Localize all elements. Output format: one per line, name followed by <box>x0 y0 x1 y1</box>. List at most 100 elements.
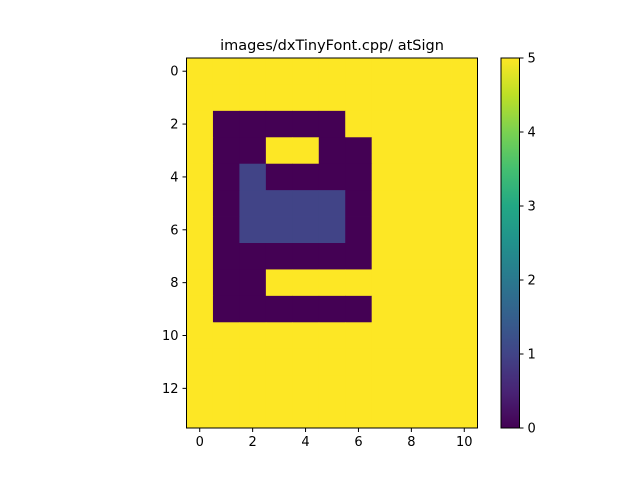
heatmap-cell <box>451 269 478 297</box>
heatmap-cell <box>212 322 240 350</box>
heatmap-cell <box>239 190 267 217</box>
heatmap-cell <box>265 375 293 402</box>
heatmap-cell <box>371 216 399 244</box>
heatmap-cell <box>186 110 214 138</box>
y-tick-label: 8 <box>170 276 178 291</box>
heatmap-cell <box>398 216 425 244</box>
heatmap-cell <box>424 375 452 402</box>
heatmap-cell <box>451 110 478 138</box>
heatmap-cell <box>398 375 425 402</box>
heatmap-cell <box>292 269 320 297</box>
heatmap-cell <box>292 375 320 402</box>
x-tick-label: 6 <box>354 435 362 450</box>
heatmap-cell <box>318 243 346 270</box>
heatmap-cell <box>345 348 373 376</box>
heatmap-cell <box>371 322 399 350</box>
heatmap-cell <box>345 322 373 350</box>
heatmap-cell <box>371 58 399 85</box>
heatmap-cell <box>451 58 478 85</box>
heatmap-cell <box>398 163 425 191</box>
heatmap-cell <box>318 84 346 112</box>
heatmap-cell <box>212 375 240 402</box>
x-axis: 0 2 4 6 8 10 <box>196 428 473 450</box>
heatmap-cell <box>292 137 320 165</box>
heatmap-cell <box>186 401 214 429</box>
heatmap-cell <box>239 163 267 191</box>
heatmap-cell <box>371 84 399 112</box>
y-axis: 0 2 4 6 8 10 12 <box>162 65 187 397</box>
heatmap-cell <box>186 375 214 402</box>
heatmap-cells <box>186 58 478 429</box>
heatmap-cell <box>345 110 373 138</box>
heatmap-cell <box>451 190 478 217</box>
heatmap-cell <box>345 137 373 165</box>
heatmap-cell <box>318 163 346 191</box>
heatmap-cell <box>398 243 425 270</box>
heatmap-cell <box>212 163 240 191</box>
heatmap-cell <box>424 295 452 323</box>
heatmap-cell <box>451 375 478 402</box>
colorbar-tick-label: 1 <box>528 348 536 363</box>
heatmap-cell <box>345 84 373 112</box>
heatmap-cell <box>424 216 452 244</box>
heatmap-cell <box>239 84 267 112</box>
heatmap-cell <box>186 58 214 85</box>
heatmap-cell <box>239 295 267 323</box>
x-tick-label: 4 <box>301 435 309 450</box>
heatmap-cell <box>265 84 293 112</box>
heatmap-cell <box>292 401 320 429</box>
heatmap-cell <box>292 216 320 244</box>
heatmap-cell <box>212 137 240 165</box>
heatmap-cell <box>371 163 399 191</box>
heatmap-cell <box>371 295 399 323</box>
heatmap-cell <box>451 216 478 244</box>
heatmap-cell <box>318 137 346 165</box>
colorbar-tick-label: 3 <box>528 200 536 215</box>
heatmap-cell <box>345 216 373 244</box>
heatmap-cell <box>186 348 214 376</box>
heatmap-cell <box>318 295 346 323</box>
heatmap-cell <box>265 190 293 217</box>
heatmap-cell <box>239 110 267 138</box>
heatmap-cell <box>292 84 320 112</box>
heatmap-cell <box>371 137 399 165</box>
heatmap-cell <box>265 322 293 350</box>
heatmap-cell <box>318 110 346 138</box>
heatmap-cell <box>292 58 320 85</box>
heatmap-cell <box>451 322 478 350</box>
heatmap-cell <box>265 58 293 85</box>
heatmap-cell <box>212 348 240 376</box>
heatmap-cell <box>371 348 399 376</box>
y-tick-label: 10 <box>162 329 179 344</box>
heatmap-cell <box>345 375 373 402</box>
heatmap-cell <box>212 295 240 323</box>
heatmap-cell <box>345 163 373 191</box>
heatmap-cell <box>345 295 373 323</box>
heatmap-cell <box>265 401 293 429</box>
heatmap-cell <box>345 269 373 297</box>
heatmap-cell <box>345 58 373 85</box>
heatmap-cell <box>186 243 214 270</box>
heatmap-cell <box>451 348 478 376</box>
heatmap-cell <box>239 58 267 85</box>
heatmap-cell <box>345 190 373 217</box>
y-tick-label: 0 <box>170 65 178 80</box>
colorbar-tick-label: 0 <box>528 422 536 437</box>
heatmap-cell <box>265 269 293 297</box>
heatmap-cell <box>292 322 320 350</box>
heatmap-cell <box>239 137 267 165</box>
heatmap-cell <box>212 216 240 244</box>
heatmap-cell <box>424 110 452 138</box>
heatmap-cell <box>212 243 240 270</box>
heatmap-cell <box>371 401 399 429</box>
heatmap-cell <box>186 190 214 217</box>
heatmap-cell <box>345 401 373 429</box>
heatmap-cell <box>398 58 425 85</box>
heatmap-cell <box>424 163 452 191</box>
heatmap-cell <box>424 269 452 297</box>
y-tick-label: 2 <box>170 118 178 133</box>
heatmap-cell <box>212 84 240 112</box>
heatmap-cell <box>371 243 399 270</box>
heatmap-cell <box>186 322 214 350</box>
heatmap-cell <box>212 110 240 138</box>
